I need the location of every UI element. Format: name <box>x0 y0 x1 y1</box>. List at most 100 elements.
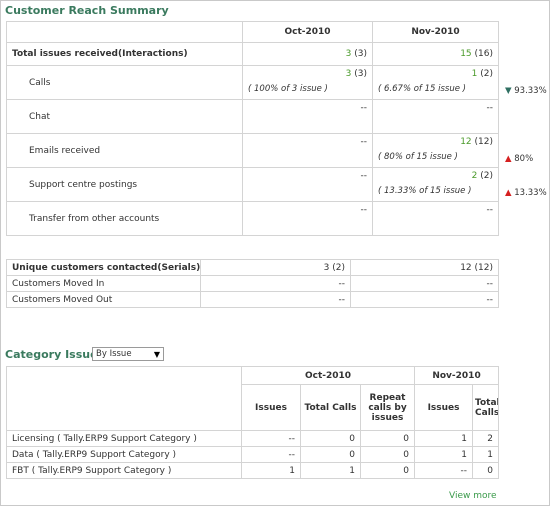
moved-out-label: Customers Moved Out <box>6 291 201 308</box>
col-oct-issues: Issues <box>241 384 301 431</box>
moved-in-oct: -- <box>200 275 351 292</box>
cell: -- <box>241 430 301 447</box>
emails-nov-sub: ( 80% of 15 issue ) <box>378 152 458 162</box>
month-header-oct: Oct-2010 <box>242 21 373 43</box>
calls-trend-value: 93.33% <box>514 86 547 96</box>
calls-oct-cell: 3 (3) ( 100% of 3 issue ) <box>242 65 373 100</box>
emails-oct-value: -- <box>360 137 368 147</box>
emails-trend: ▲ 80% <box>505 154 533 164</box>
support-nov-cell: 2 (2) ( 13.33% of 15 issue ) <box>372 167 499 202</box>
emails-nov-paren: (12) <box>474 137 493 147</box>
unique-oct-value: 3 (2) <box>200 259 351 276</box>
calls-nov-sub: ( 6.67% of 15 issue ) <box>378 84 466 94</box>
emails-nov-cell: 12 (12) ( 80% of 15 issue ) <box>372 133 499 168</box>
up-arrow-icon: ▲ <box>505 154 512 164</box>
transfer-oct-value: -- <box>360 205 368 215</box>
col-oct-repeat-calls: Repeat calls by issues <box>359 384 416 431</box>
table-row: Data ( Tally.ERP9 Support Category ) -- … <box>6 446 500 463</box>
row-label: Chat <box>6 99 243 134</box>
cell: 1 <box>414 446 474 463</box>
category-label: Data ( Tally.ERP9 Support Category ) <box>6 446 242 463</box>
cell: 0 <box>359 430 416 447</box>
cell: 0 <box>359 462 416 479</box>
moved-out-oct: -- <box>200 291 351 308</box>
moved-in-nov: -- <box>350 275 499 292</box>
chat-oct-value: -- <box>360 103 368 113</box>
category-filter-select[interactable]: By Issue ▼ <box>92 347 164 361</box>
calls-oct-sub: ( 100% of 3 issue ) <box>248 84 328 94</box>
reach-row-emails: Emails received -- 12 (12) ( 80% of 15 is… <box>6 133 499 168</box>
support-oct-value: -- <box>360 171 368 181</box>
cell: -- <box>414 462 474 479</box>
row-label: Calls <box>6 65 243 100</box>
row-label: Transfer from other accounts <box>6 201 243 236</box>
category-label: FBT ( Tally.ERP9 Support Category ) <box>6 462 242 479</box>
cell: 0 <box>300 430 361 447</box>
chat-nov-value: -- <box>486 103 494 113</box>
calls-nov-cell: 1 (2) ( 6.67% of 15 issue ) <box>372 65 499 100</box>
cell: 0 <box>359 446 416 463</box>
cell: 1 <box>241 462 301 479</box>
col-oct-total-calls: Total Calls <box>300 384 361 431</box>
up-arrow-icon: ▲ <box>505 188 512 198</box>
table-row: FBT ( Tally.ERP9 Support Category ) 1 1 … <box>6 462 500 479</box>
cell: 1 <box>472 446 500 463</box>
dropdown-arrow-icon: ▼ <box>153 350 160 359</box>
emails-nov-value: 12 <box>460 137 472 147</box>
unique-customers-table: Unique customers contacted(Serials) 3 (2… <box>6 259 499 308</box>
customer-reach-title: Customer Reach Summary <box>5 4 169 17</box>
month-header-nov: Nov-2010 <box>372 21 499 43</box>
total-oct-value: 3 <box>345 49 352 59</box>
row-label: Support centre postings <box>6 167 243 202</box>
total-nov-value: 15 <box>460 49 472 59</box>
total-nov-cell: 15 (16) <box>372 42 499 66</box>
support-nov-sub: ( 13.33% of 15 issue ) <box>378 186 472 196</box>
unique-customers-label: Unique customers contacted(Serials) <box>6 259 201 276</box>
reach-row-chat: Chat -- -- <box>6 99 499 134</box>
customer-reach-table: Oct-2010 Nov-2010 Total issues received(… <box>6 21 499 236</box>
total-oct-cell: 3 (3) <box>242 42 373 66</box>
category-filter-value: By Issue <box>96 349 132 359</box>
calls-nov-paren: (2) <box>480 69 493 79</box>
calls-oct-paren: (3) <box>354 69 367 79</box>
calls-oct-value: 3 <box>345 69 352 79</box>
support-trend-value: 13.33% <box>514 188 547 198</box>
transfer-oct-cell: -- <box>242 201 373 236</box>
col-nov-total-calls: Total Calls <box>472 384 500 431</box>
moved-out-nov: -- <box>350 291 499 308</box>
header-blank <box>6 21 243 43</box>
total-oct-paren: (3) <box>354 49 367 59</box>
chat-nov-cell: -- <box>372 99 499 134</box>
category-issues-title: Category Issues <box>5 348 105 361</box>
calls-nov-value: 1 <box>471 69 478 79</box>
support-nov-paren: (2) <box>480 171 493 181</box>
reach-row-transfer: Transfer from other accounts -- -- <box>6 201 499 236</box>
chat-oct-cell: -- <box>242 99 373 134</box>
row-label: Emails received <box>6 133 243 168</box>
cell: 2 <box>472 430 500 447</box>
cell: -- <box>241 446 301 463</box>
cell: 0 <box>300 446 361 463</box>
category-month-nov: Nov-2010 <box>414 366 500 385</box>
reach-row-calls: Calls 3 (3) ( 100% of 3 issue ) 1 (2) ( 6.… <box>6 65 499 100</box>
cell: 0 <box>472 462 500 479</box>
view-more-link[interactable]: View more <box>449 491 497 501</box>
reach-row-support: Support centre postings -- 2 (2) ( 13.33%… <box>6 167 499 202</box>
total-issues-label: Total issues received(Interactions) <box>6 42 243 66</box>
table-row: Licensing ( Tally.ERP9 Support Category … <box>6 430 500 447</box>
table-row: Customers Moved In -- -- <box>6 275 499 292</box>
emails-oct-cell: -- <box>242 133 373 168</box>
transfer-nov-cell: -- <box>372 201 499 236</box>
emails-trend-value: 80% <box>514 154 534 164</box>
cell: 1 <box>300 462 361 479</box>
category-label: Licensing ( Tally.ERP9 Support Category … <box>6 430 242 447</box>
col-nov-issues: Issues <box>414 384 474 431</box>
down-arrow-icon: ▼ <box>505 86 512 96</box>
support-oct-cell: -- <box>242 167 373 202</box>
table-row: Customers Moved Out -- -- <box>6 291 499 308</box>
calls-trend: ▼ 93.33% <box>505 86 547 96</box>
unique-nov-value: 12 (12) <box>350 259 499 276</box>
category-header-blank <box>6 366 242 431</box>
support-trend: ▲ 13.33% <box>505 188 547 198</box>
category-month-oct: Oct-2010 <box>240 366 416 385</box>
